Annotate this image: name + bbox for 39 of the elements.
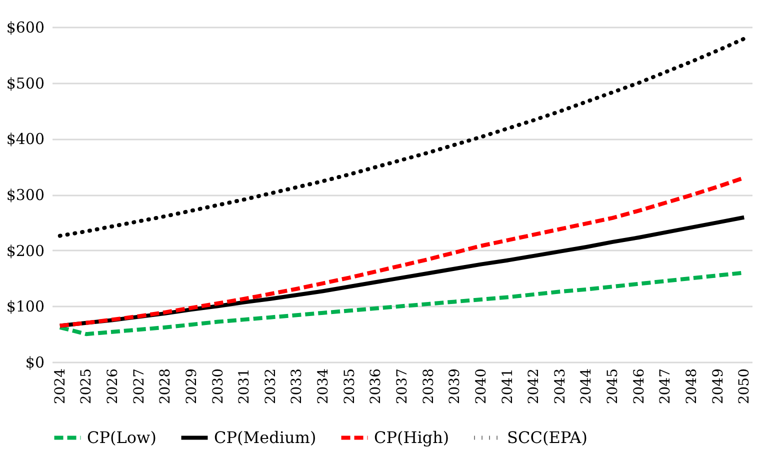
x-tick-label: 2027 xyxy=(131,368,148,404)
legend-label: SCC(EPA) xyxy=(507,428,588,447)
y-tick-label: $200 xyxy=(6,242,44,260)
x-tick-label: 2034 xyxy=(316,368,332,404)
x-tick-label: 2041 xyxy=(500,368,516,404)
y-tick-label: $100 xyxy=(6,298,44,316)
x-tick-label: 2037 xyxy=(394,368,410,404)
x-tick-label: 2042 xyxy=(526,368,542,404)
x-tick-label: 2036 xyxy=(368,368,384,404)
x-tick-label: 2050 xyxy=(736,368,753,404)
x-tick-label: 2045 xyxy=(605,368,622,404)
y-tick-label: $400 xyxy=(6,130,44,148)
x-tick-label: 2040 xyxy=(473,368,490,404)
line-series xyxy=(58,36,746,238)
x-tick-label: 2049 xyxy=(710,368,726,404)
x-tick-label: 2048 xyxy=(684,368,700,404)
y-tick-label: $600 xyxy=(6,18,44,36)
y-tick-label: $500 xyxy=(6,74,44,92)
y-tick-label: $0 xyxy=(25,354,44,372)
x-tick-label: 2026 xyxy=(105,368,122,404)
y-tick-label: $300 xyxy=(6,186,44,204)
x-tick-label: 2024 xyxy=(52,368,68,404)
x-tick-label: 2028 xyxy=(158,368,174,404)
x-tick-label: 2030 xyxy=(210,368,226,404)
x-tick-label: 2043 xyxy=(552,368,568,404)
x-tick-label: 2032 xyxy=(262,368,279,404)
legend-label: CP(Low) xyxy=(87,428,156,447)
x-tick-label: 2025 xyxy=(78,368,95,404)
x-tick-label: 2044 xyxy=(578,368,595,404)
legend-label: CP(High) xyxy=(374,428,450,447)
x-tick-label: 2035 xyxy=(342,368,358,404)
x-tick-label: 2039 xyxy=(447,368,464,404)
x-tick-label: 2038 xyxy=(420,368,437,404)
x-tick-label: 2029 xyxy=(184,368,200,404)
x-tick-label: 2046 xyxy=(631,368,648,404)
x-tick-label: 2033 xyxy=(289,368,306,404)
legend-label: CP(Medium) xyxy=(214,428,316,447)
x-tick-label: 2047 xyxy=(658,368,674,404)
x-tick-label: 2031 xyxy=(236,368,253,404)
